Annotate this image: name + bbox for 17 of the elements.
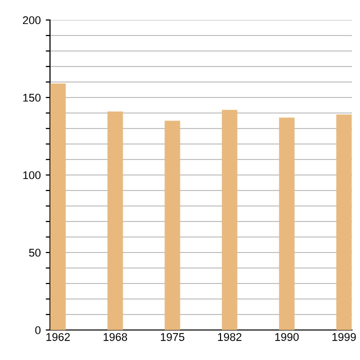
bar (222, 110, 238, 330)
x-tick-label: 1982 (218, 333, 242, 341)
x-tick-label: 1968 (104, 333, 128, 341)
y-tick-label: 0 (35, 326, 41, 334)
bar (336, 114, 352, 330)
x-tick-label: 1990 (275, 333, 299, 341)
y-tick-label: 100 (23, 171, 41, 180)
x-tick-label: 1962 (46, 333, 70, 341)
bar (50, 84, 66, 330)
bar (279, 118, 295, 330)
y-tick-label: 50 (29, 248, 41, 257)
x-tick-label: 1975 (160, 333, 184, 341)
y-tick-label: 150 (23, 94, 41, 102)
bar (107, 111, 123, 330)
bar (164, 120, 180, 330)
y-tick-label: 200 (22, 16, 41, 24)
x-tick-label: 1999 (332, 333, 356, 341)
